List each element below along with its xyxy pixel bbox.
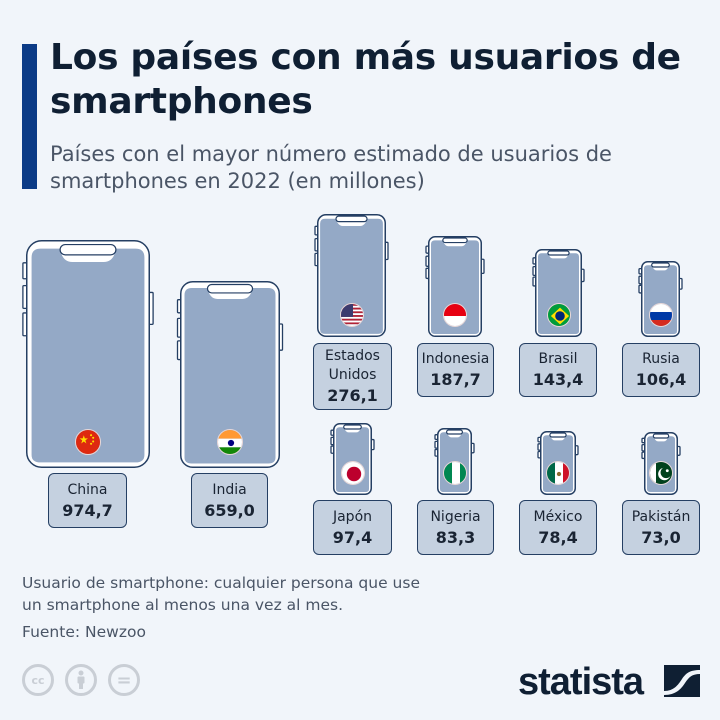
phone-icon-estados-unidos <box>314 214 389 337</box>
equals-icon: = <box>116 669 132 691</box>
country-value: 106,4 <box>635 370 687 389</box>
mexico-flag-icon <box>546 461 570 485</box>
value-label-rusia: Rusia 106,4 <box>622 343 700 397</box>
statista-logo-mark-icon <box>664 665 700 697</box>
person-icon <box>77 670 85 689</box>
country-name: Rusia <box>642 351 680 367</box>
country-value: 276,1 <box>327 386 378 405</box>
value-label-mexico: México 78,4 <box>519 500 597 555</box>
cc-icon[interactable]: cc <box>22 664 54 696</box>
country-value: 78,4 <box>538 527 578 547</box>
cc-icon-text: cc <box>31 673 45 687</box>
value-label-india: India 659,0 <box>191 473 268 528</box>
no-derivatives-icon[interactable]: = <box>108 664 140 696</box>
country-name: Pakistán <box>631 508 691 525</box>
value-label-pakistan: Pakistán 73,0 <box>622 500 700 555</box>
accent-bar <box>22 44 37 189</box>
country-name: México <box>533 508 583 525</box>
chart-title: Los países con más usuarios de smartphon… <box>50 37 681 122</box>
source-text: Fuente: Newzoo <box>22 623 146 641</box>
india-flag-icon <box>217 429 243 455</box>
statista-logo[interactable]: statista <box>518 661 644 703</box>
pakistan-flag-icon <box>649 461 673 485</box>
country-name: Brasil <box>538 351 578 367</box>
value-label-brasil: Brasil 143,4 <box>519 343 597 397</box>
value-label-estados-unidos: Estados Unidos 276,1 <box>313 343 392 410</box>
country-value: 187,7 <box>430 370 481 389</box>
indonesia-flag-icon <box>443 303 467 327</box>
country-value: 83,3 <box>435 527 476 547</box>
country-name: China <box>67 481 108 498</box>
footnote: Usuario de smartphone: cualquier persona… <box>22 574 420 614</box>
country-value: 73,0 <box>641 527 681 547</box>
usa-flag-icon <box>339 303 364 327</box>
value-label-nigeria: Nigeria 83,3 <box>417 500 494 555</box>
country-value: 143,4 <box>532 370 584 389</box>
phone-icon-indonesia <box>425 236 485 337</box>
country-name: Nigeria <box>430 508 481 525</box>
country-name: Estados Unidos <box>325 348 380 383</box>
country-value: 974,7 <box>62 500 113 520</box>
phone-icon-india <box>176 281 284 468</box>
value-label-japon: Japón 97,4 <box>313 500 392 555</box>
japan-flag-icon <box>340 461 365 485</box>
china-flag-icon <box>75 429 101 455</box>
country-value: 97,4 <box>332 527 373 547</box>
country-name: Japón <box>332 508 373 525</box>
brazil-flag-icon <box>546 303 571 327</box>
value-label-indonesia: Indonesia 187,7 <box>417 343 494 397</box>
country-value: 659,0 <box>204 500 255 520</box>
phone-icon-china <box>22 240 154 468</box>
country-name: Indonesia <box>421 351 490 367</box>
nigeria-flag-icon <box>442 461 467 485</box>
russia-flag-icon <box>648 303 673 327</box>
value-label-china: China 974,7 <box>48 473 127 528</box>
chart-subtitle: Países con el mayor número estimado de u… <box>50 142 612 193</box>
country-name: India <box>212 481 247 498</box>
attribution-icon[interactable] <box>65 664 97 696</box>
